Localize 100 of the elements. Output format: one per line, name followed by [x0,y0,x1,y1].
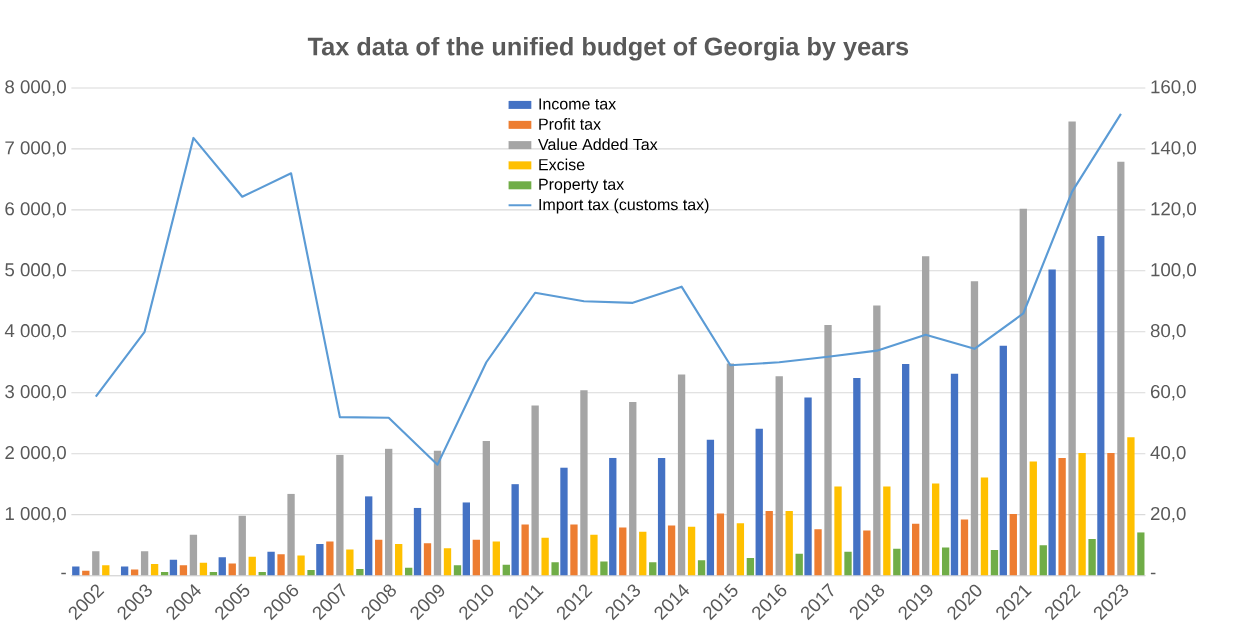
bar [570,524,578,576]
bar [990,550,999,576]
bar [443,548,452,576]
bar [716,513,725,576]
bar [307,570,315,576]
bar [804,397,812,576]
bar [433,450,442,576]
bar [375,539,383,576]
bar [580,390,588,576]
bar [150,564,159,576]
bar [1137,532,1145,576]
y2-tick-label: 160,0 [1151,80,1196,96]
bar [238,516,246,576]
bar [980,477,989,576]
bar [687,527,696,576]
bar [395,544,403,576]
bar [1039,545,1047,576]
bar [472,539,480,576]
bar [560,467,568,576]
bar [277,554,285,576]
y2-tick-label: 140,0 [1151,141,1196,157]
bar [1088,539,1096,576]
y-tick-label: 8 000,0 [5,80,66,96]
bar [657,458,666,576]
legend-label: Property tax [539,179,624,194]
bar [746,558,755,576]
bar [950,374,959,576]
bar [960,519,969,576]
y-tick-label: 1 000,0 [5,507,66,523]
bar [999,346,1007,576]
y-tick-label: 2 000,0 [5,446,66,462]
y2-tick-label: 20,0 [1150,507,1186,523]
bar [873,305,881,576]
bar [1019,208,1027,576]
bar [902,364,910,576]
bar [316,544,324,576]
bar [921,256,930,576]
bar [970,281,979,576]
bar [677,374,686,576]
bar [482,441,490,576]
bar [941,547,950,576]
bar [600,561,608,576]
bar [883,486,891,576]
y2-tick-label: 120,0 [1151,202,1196,218]
bar [736,523,745,576]
bar [531,405,539,576]
bar [365,496,373,576]
bar [356,569,364,576]
bar [1117,161,1125,576]
chart-title: Tax data of the unified budget of Georgia by years [307,37,909,61]
y-tick-label: 4 000,0 [4,324,66,340]
bar [863,530,871,576]
bar [492,541,500,576]
bar [667,525,676,576]
bar [795,553,803,576]
bar [619,527,627,576]
legend-label: Income tax [539,98,616,110]
line-series [94,113,1122,466]
y2-tick-label: 100,0 [1151,263,1196,279]
bar [297,555,305,576]
bar [218,557,226,576]
bar [1009,514,1017,576]
bar [248,556,256,576]
y-tick-label: 3 000,0 [5,385,66,401]
bar [1127,437,1135,576]
bar [189,534,198,576]
bar [912,524,920,576]
bar [72,566,80,576]
bar [541,538,549,576]
bar [755,428,763,576]
bar [726,363,735,576]
bar [814,529,822,576]
bar [228,563,236,576]
bar [706,439,715,576]
bar [140,551,149,576]
y-tick-label: 6 000,0 [5,202,66,218]
bar [775,376,783,576]
bar [785,511,793,576]
bar [267,552,275,576]
bar [1048,269,1056,576]
bar [609,458,617,576]
y-tick-label: 7 000,0 [5,141,66,157]
bar [844,552,852,576]
bar [834,486,842,576]
bar [120,566,129,576]
bar [169,559,178,576]
legend-label: Import tax (customs tax) [539,198,709,214]
bar [649,562,657,576]
legend-label: Profit tax [539,118,601,131]
y2-tick-label: 40,0 [1150,446,1186,462]
bar [893,549,901,576]
bar [697,560,706,576]
y2-tick-label: - [1150,572,1156,575]
legend-label: Excise [539,158,585,171]
y2-tick-label: 60,0 [1150,385,1186,401]
y2-tick-label: 80,0 [1150,324,1186,340]
bar [1078,453,1086,576]
bar [423,543,432,576]
bar [853,378,861,576]
bar [92,551,100,576]
